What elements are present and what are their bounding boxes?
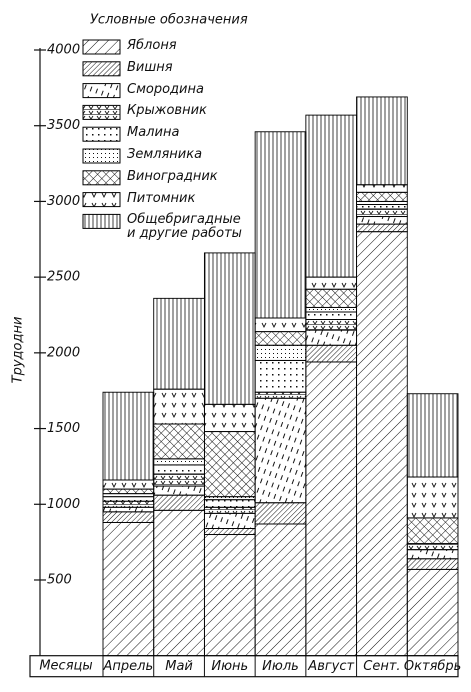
bar-segment <box>254 344 307 361</box>
bar-segment <box>305 311 358 320</box>
bar-segment <box>102 500 155 508</box>
bar-segment <box>406 543 459 551</box>
legend-label: Смородина <box>127 81 204 97</box>
legend-label: Яблоня <box>127 38 177 53</box>
legend-label: Общебригадные и другие работы <box>127 212 242 242</box>
bar-segment <box>406 393 459 478</box>
bar-segment <box>102 493 155 498</box>
bar-segment <box>356 200 408 205</box>
bar-segment <box>356 96 408 186</box>
x-tick-label: Август <box>307 659 354 674</box>
x-tick-label: Июнь <box>211 659 248 674</box>
bar-segment <box>305 288 358 308</box>
bar-segment <box>203 252 256 405</box>
legend-swatch <box>82 213 121 229</box>
bar-segment <box>203 496 256 501</box>
x-tick-label: Июль <box>262 659 299 674</box>
y-tick-label: 4000 <box>47 43 80 58</box>
bar-segment <box>305 114 358 278</box>
legend-label: Виноградник <box>127 168 218 184</box>
bar-segment <box>102 488 155 495</box>
bar-segment <box>203 512 256 529</box>
bar-segment <box>153 509 205 657</box>
legend-label: Малина <box>127 125 180 141</box>
bar-segment <box>102 521 155 657</box>
y-tick-label: 3500 <box>47 118 80 133</box>
y-tick-label: 1500 <box>47 421 80 436</box>
y-tick-label: 2000 <box>47 345 80 360</box>
bar-segment <box>356 223 408 233</box>
bar-segment <box>406 568 459 657</box>
bar-segment <box>153 458 205 466</box>
bar-segment <box>203 506 256 514</box>
bar-segment <box>305 344 358 363</box>
y-tick-label: 3000 <box>47 194 80 209</box>
legend-label: Вишня <box>127 59 173 75</box>
bar-segment <box>153 297 205 390</box>
x-tick-label: Май <box>165 659 193 674</box>
bar-segment <box>203 528 256 536</box>
bar-segment <box>153 494 205 511</box>
x-tick-label: Сент. <box>363 659 400 674</box>
bar-segment <box>305 361 358 657</box>
bar-segment <box>406 517 459 545</box>
bar-segment <box>254 331 307 346</box>
y-axis-label: Трудодни <box>11 317 26 384</box>
legend-title: Условные обозначения <box>90 13 248 28</box>
bar-segment <box>102 391 155 481</box>
bar-segment <box>356 231 408 657</box>
bar-segment <box>356 208 408 218</box>
bar-segment <box>254 131 307 319</box>
bar-segment <box>153 473 205 487</box>
legend-swatch <box>82 83 121 99</box>
legend-swatch <box>82 104 121 120</box>
bar-segment <box>102 511 155 523</box>
bar-segment <box>406 476 459 519</box>
bar-segment <box>356 184 408 193</box>
bar-segment <box>356 204 408 210</box>
bar-segment <box>203 499 256 508</box>
bar-segment <box>102 496 155 502</box>
bar-segment <box>254 502 307 525</box>
bar-segment <box>254 523 307 657</box>
bar-segment <box>406 558 459 570</box>
bar-segment <box>356 216 408 225</box>
legend-swatch <box>82 61 121 77</box>
legend-swatch <box>82 148 121 164</box>
x-tick-label: Октябрь <box>404 659 461 674</box>
x-tick-label: Апрель <box>103 659 154 674</box>
legend-swatch <box>82 170 121 186</box>
bar-segment <box>305 329 358 346</box>
legend-label: Питомник <box>127 190 196 206</box>
bar-segment <box>305 306 358 313</box>
bar-segment <box>203 534 256 657</box>
legend-swatch <box>82 192 121 208</box>
bar-segment <box>153 464 205 475</box>
bar-segment <box>254 397 307 504</box>
bar-segment <box>356 191 408 202</box>
bar-segment <box>406 549 459 560</box>
x-axis-label: Месяцы <box>39 659 92 674</box>
bar-segment <box>102 506 155 513</box>
legend-swatch <box>82 126 121 142</box>
bar-segment <box>153 388 205 425</box>
bar-segment <box>203 403 256 433</box>
bar-segment <box>254 317 307 333</box>
bar-segment <box>305 319 358 331</box>
legend-label: Земляника <box>127 147 203 162</box>
bar-segment <box>102 479 155 490</box>
bar-segment <box>153 485 205 496</box>
y-tick-label: 1000 <box>47 497 80 512</box>
bar-segment <box>254 391 307 399</box>
bar-segment <box>305 276 358 290</box>
legend-label: Крыжовник <box>127 103 207 119</box>
bar-segment <box>203 431 256 498</box>
y-tick-label: 2500 <box>47 270 80 285</box>
legend-swatch <box>82 39 121 55</box>
y-tick-label: 500 <box>47 572 72 587</box>
bar-segment <box>254 359 307 393</box>
bar-segment <box>153 423 205 460</box>
